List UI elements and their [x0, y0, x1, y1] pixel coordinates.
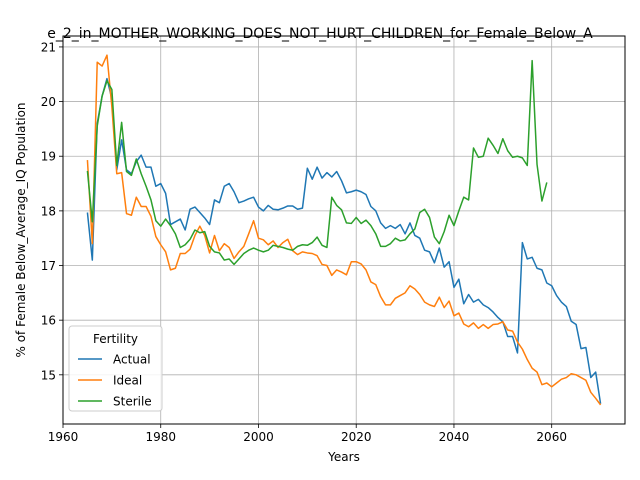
legend-label-sterile: Sterile	[113, 395, 152, 409]
x-tick-label: 2000	[243, 430, 274, 444]
plot-frame	[62, 35, 626, 425]
x-tick-label: 1960	[48, 430, 79, 444]
x-axis: 1960 1980 2000 2020 2040 2060	[48, 424, 567, 444]
y-tick-label: 21	[41, 40, 56, 54]
x-tick-label: 2060	[536, 430, 567, 444]
y-tick-label: 15	[41, 368, 56, 382]
x-tick-label: 2040	[439, 430, 470, 444]
x-tick-label: 2020	[341, 430, 372, 444]
legend-label-ideal: Ideal	[113, 374, 142, 388]
series-line-ideal	[86, 54, 602, 406]
legend-label-actual: Actual	[113, 353, 151, 367]
legend-title: Fertility	[93, 332, 138, 346]
y-axis: 15 16 17 18 19 20 21	[41, 40, 63, 382]
y-tick-label: 17	[41, 259, 56, 273]
y-axis-label: % of Female Below_Average_IQ Population	[14, 102, 28, 357]
x-tick-label: 1980	[145, 430, 176, 444]
y-tick-label: 16	[41, 314, 56, 328]
series-line-actual	[86, 77, 602, 404]
legend-box	[68, 325, 163, 412]
chart-title: e_2_in_MOTHER_WORKING_DOES_NOT_HURT_CHIL…	[47, 26, 593, 42]
series-lines	[86, 54, 602, 406]
legend: Fertility Actual Ideal Sterile	[68, 325, 163, 412]
series-line-sterile	[86, 59, 548, 266]
grid-lines	[62, 36, 625, 424]
x-axis-label: Years	[327, 450, 360, 464]
y-tick-label: 20	[41, 95, 56, 109]
y-tick-label: 18	[41, 204, 56, 218]
y-tick-label: 19	[41, 150, 56, 164]
